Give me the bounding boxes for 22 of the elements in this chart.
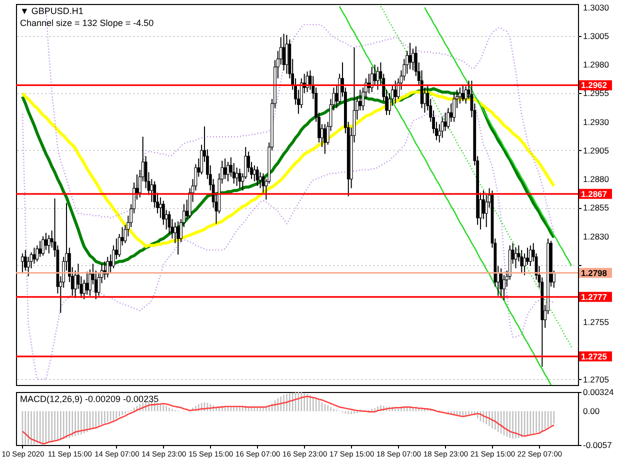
ref-line-label: 1.2725 — [581, 351, 608, 362]
y-tick-label: 1.2705 — [583, 374, 610, 384]
text: Channel size = 132 Slope = -4.50 — [20, 18, 154, 28]
y-tick-label: 1.3030 — [583, 2, 610, 12]
y-tick-label: 1.2755 — [583, 317, 610, 328]
ref-line-label: 1.2777 — [581, 292, 608, 302]
y-tick-label: 1.2930 — [583, 116, 610, 127]
y-tick-label: 0.00324 — [583, 387, 614, 397]
y-tick-label: 1.2955 — [583, 88, 610, 98]
ref-line-label: 1.2867 — [581, 188, 608, 199]
y-tick-label: 1.2980 — [583, 60, 610, 70]
y-tick-label: 1.2855 — [583, 202, 610, 213]
y-tick-label: 1.2905 — [583, 145, 610, 156]
y-tick-label: 1.2880 — [583, 174, 610, 184]
ref-line-label: 1.2798 — [581, 268, 608, 278]
chart-title: ▼ GBPUSD.H1 — [20, 6, 84, 16]
y-tick-label: 1.2830 — [583, 231, 610, 242]
y-tick-label: 0.00 — [583, 406, 600, 416]
y-tick-label: 1.3005 — [583, 31, 610, 42]
y-tick-label: -0.0057 — [583, 440, 612, 450]
ref-line-label: 1.2962 — [581, 80, 608, 90]
chart-title: MACD(12,26,9) -0.00209 -0.00235 — [20, 394, 159, 404]
